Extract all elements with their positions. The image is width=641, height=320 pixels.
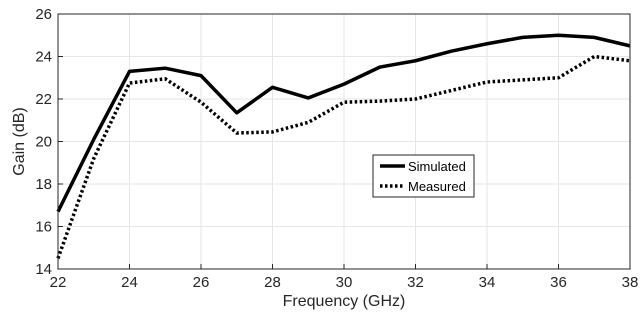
y-tick-label: 16: [35, 219, 52, 236]
x-tick-label: 30: [336, 274, 353, 291]
legend-measured-label: Measured: [408, 179, 466, 194]
x-tick-label: 24: [121, 274, 138, 291]
series-layer: [56, 33, 631, 259]
y-tick-label: 14: [35, 261, 52, 278]
series-line-measured: [56, 54, 631, 259]
x-tick-label: 26: [193, 274, 210, 291]
x-tick-label: 32: [407, 274, 424, 291]
x-tick-label: 34: [479, 274, 496, 291]
y-tick-label: 20: [35, 134, 52, 151]
x-axis: 22 24 26 28 30 32 34 36 38: [50, 264, 639, 291]
x-tick-label: 38: [622, 274, 639, 291]
legend: Simulated Measured: [372, 154, 475, 198]
x-tick-label: 36: [550, 274, 567, 291]
y-tick-label: 24: [35, 49, 52, 66]
x-axis-title: Frequency (GHz): [283, 293, 406, 310]
y-axis-title: Gain (dB): [11, 107, 28, 175]
legend-box: [372, 154, 475, 198]
y-axis: 14 16 18 20 22 24 26: [35, 6, 63, 278]
y-tick-label: 26: [35, 6, 52, 23]
x-tick-label: 22: [50, 274, 67, 291]
legend-simulated-label: Simulated: [408, 159, 466, 174]
series-line-simulated: [56, 33, 631, 213]
y-tick-label: 22: [35, 91, 52, 108]
y-tick-label: 18: [35, 176, 52, 193]
x-tick-label: 28: [264, 274, 281, 291]
